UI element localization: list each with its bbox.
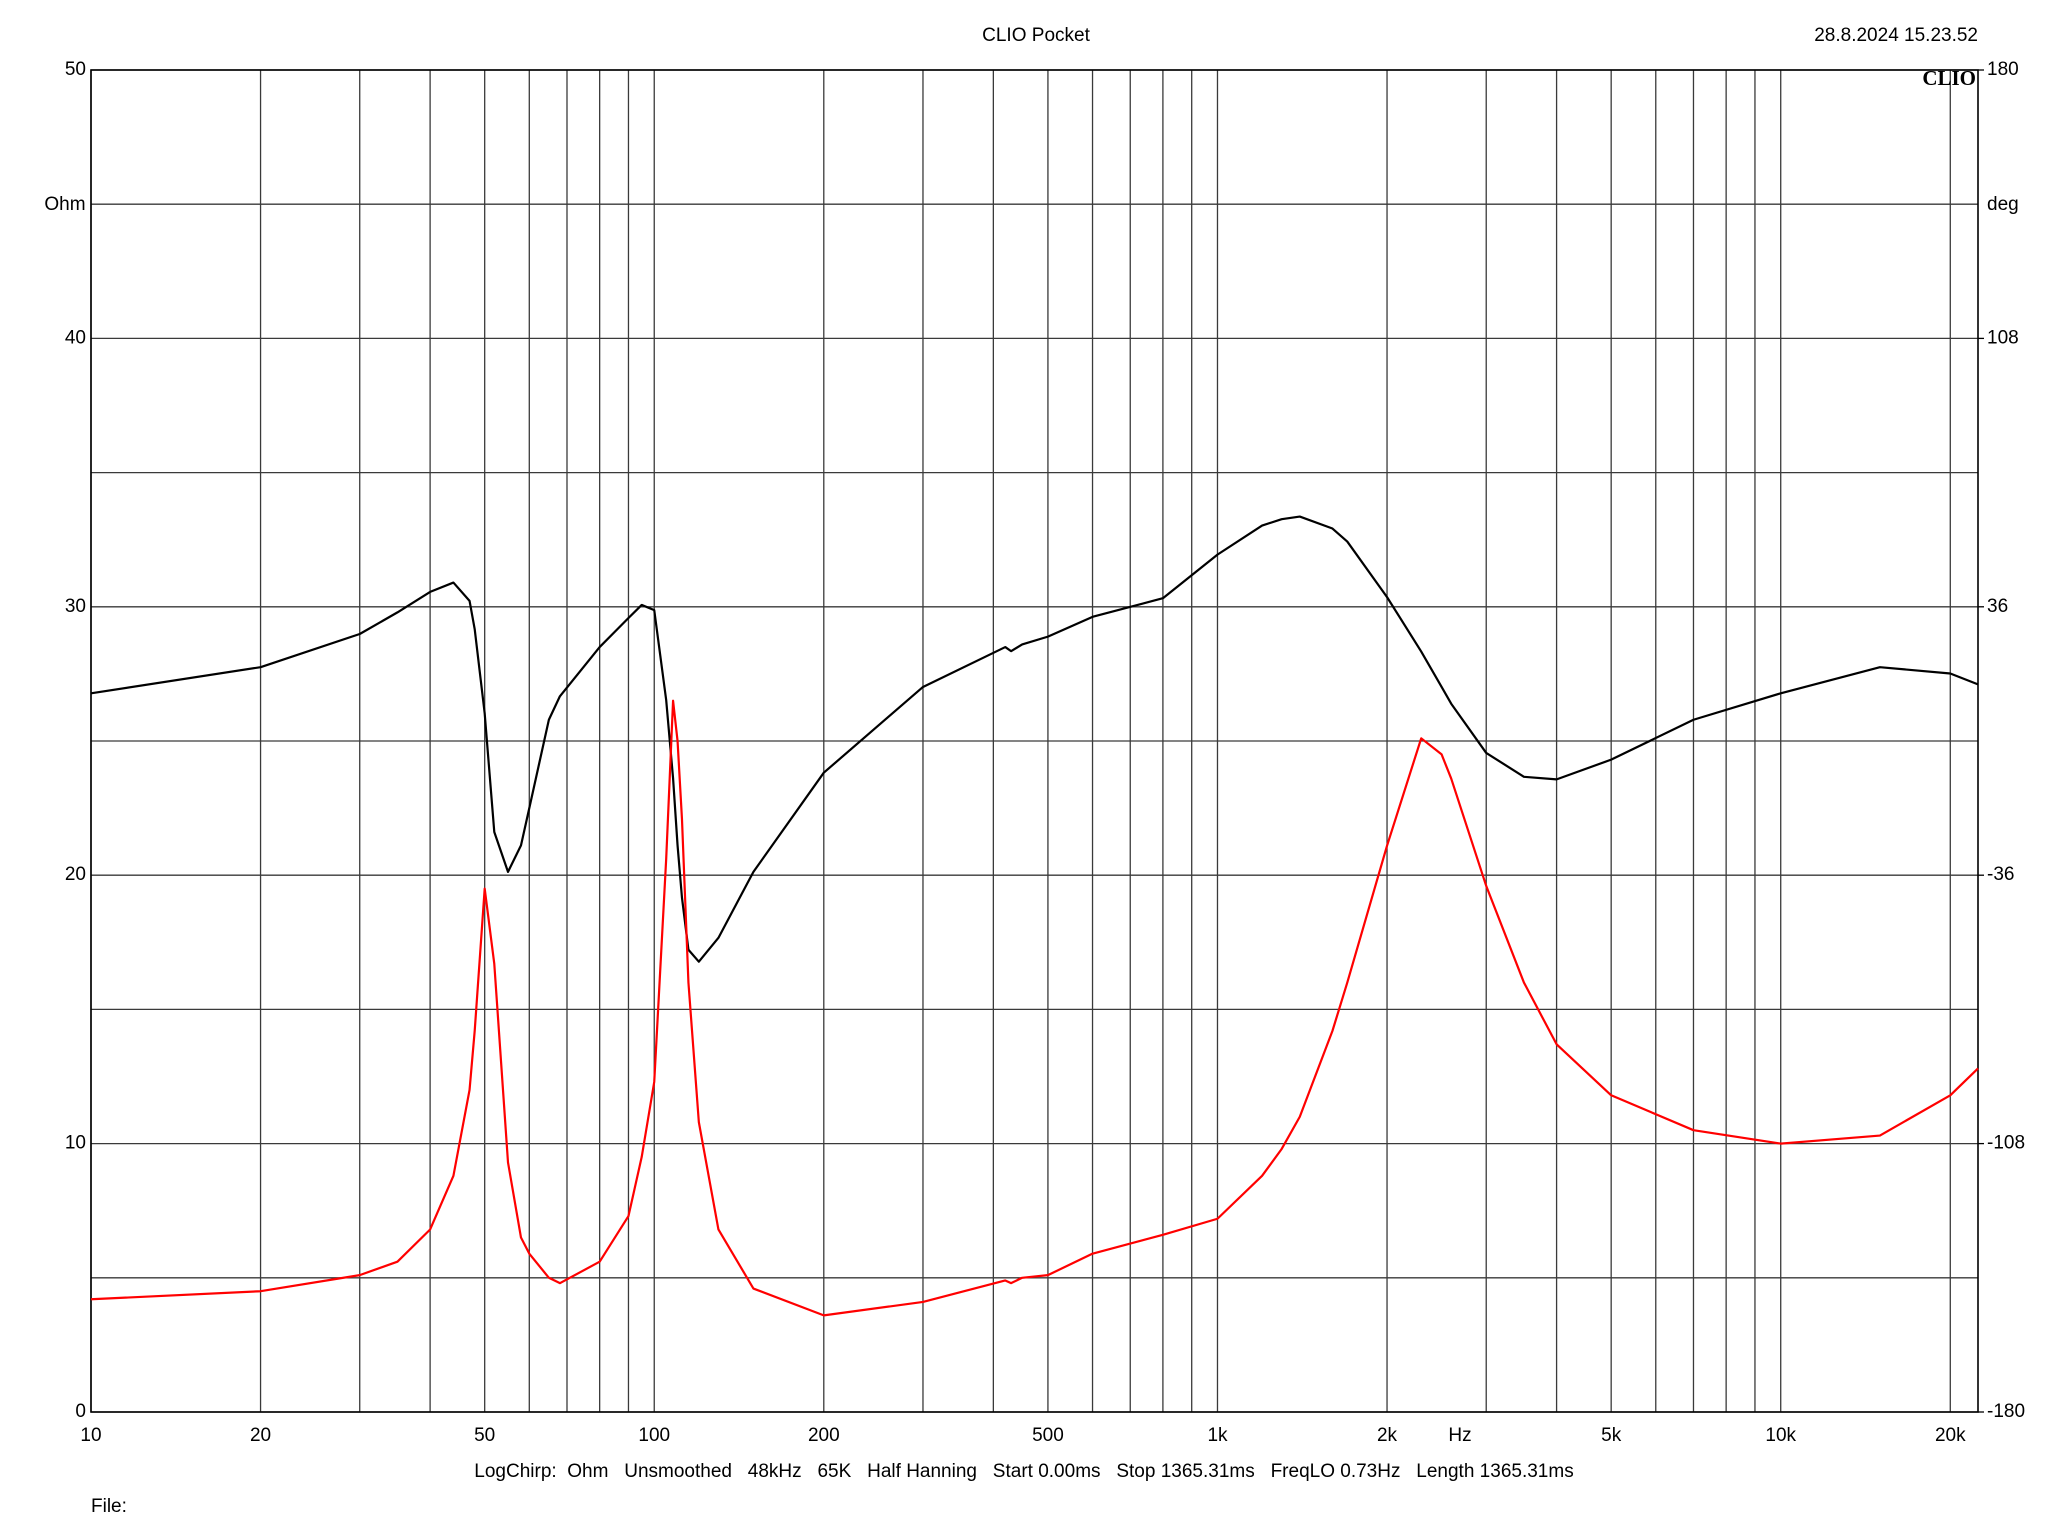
series-line bbox=[90, 515, 1979, 963]
y-tick-label: 10 bbox=[65, 1133, 86, 1154]
plot-border bbox=[90, 69, 1979, 1413]
x-tick-label: 1k bbox=[1207, 1425, 1228, 1446]
y-tick-label: 50 bbox=[65, 59, 86, 80]
x-tick-label: 2k bbox=[1377, 1425, 1398, 1446]
x-tick-label: 200 bbox=[808, 1425, 840, 1446]
y2-tick-label: 108 bbox=[1987, 327, 2019, 348]
y2-unit: deg bbox=[1987, 194, 2019, 215]
y2-tick-label: 36 bbox=[1987, 596, 2008, 617]
x-tick-label: 50 bbox=[474, 1425, 495, 1446]
logo: CLIO bbox=[1922, 66, 1976, 90]
y2-tick-label: 180 bbox=[1987, 59, 2019, 80]
x-tick-label: 10k bbox=[1765, 1425, 1796, 1446]
chart-title: CLIO Pocket bbox=[982, 25, 1090, 46]
file-label: File: bbox=[91, 1496, 127, 1517]
x-tick-label: 10 bbox=[80, 1425, 101, 1446]
y-tick-label: 40 bbox=[65, 327, 86, 348]
y2-tick-label: -180 bbox=[1987, 1401, 2025, 1422]
y2-tick-label: -36 bbox=[1987, 864, 2014, 885]
x-tick-label: 5k bbox=[1601, 1425, 1622, 1446]
y-tick-label: 0 bbox=[75, 1401, 86, 1422]
x-tick-label: 20 bbox=[250, 1425, 271, 1446]
plot-area bbox=[90, 69, 1984, 1413]
y-tick-label: 30 bbox=[65, 596, 86, 617]
y-unit: Ohm bbox=[44, 194, 85, 215]
series-line bbox=[90, 699, 1979, 1317]
footer: LogChirp: Ohm Unsmoothed 48kHz 65K Half … bbox=[474, 1461, 1573, 1482]
y-tick-label: 20 bbox=[65, 864, 86, 885]
y2-tick-label: -108 bbox=[1987, 1133, 2025, 1154]
x-tick-label: 20k bbox=[1935, 1425, 1966, 1446]
x-tick-label: 100 bbox=[638, 1425, 670, 1446]
x-tick-label: 500 bbox=[1032, 1425, 1064, 1446]
timestamp: 28.8.2024 15.23.52 bbox=[1814, 25, 1978, 46]
x-unit: Hz bbox=[1448, 1425, 1471, 1446]
